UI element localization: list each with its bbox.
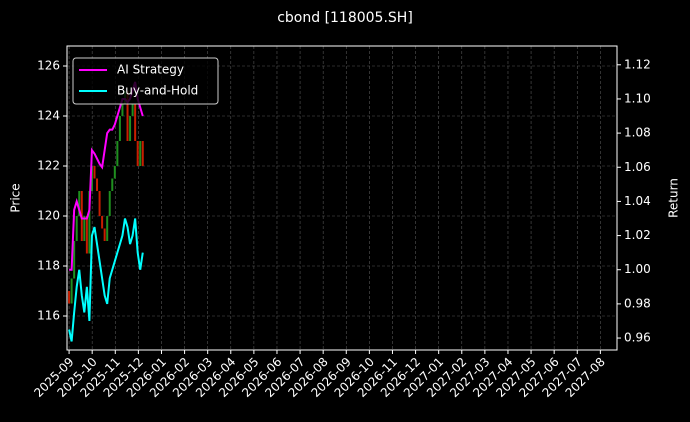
legend-box xyxy=(72,57,219,105)
y2-tick-label: 1.04 xyxy=(624,194,651,208)
y2-tick-label: 1.06 xyxy=(624,160,651,174)
y-axis-label: Price xyxy=(9,183,23,212)
y2-axis-label: Return xyxy=(667,178,681,218)
legend: AI Strategy Buy-and-Hold xyxy=(72,57,219,105)
y2-tick-label: 0.98 xyxy=(624,296,651,310)
series-line xyxy=(68,218,144,342)
y-tick-label: 118 xyxy=(37,259,60,273)
y-tick-label: 126 xyxy=(37,59,60,73)
chart-title: cbond [118005.SH] xyxy=(277,10,413,26)
legend-label: AI Strategy xyxy=(117,63,184,77)
legend-label: Buy-and-Hold xyxy=(117,84,198,98)
y2-tick-label: 1.12 xyxy=(624,57,651,71)
y2-tick-label: 1.00 xyxy=(624,262,651,276)
y2-tick-label: 1.10 xyxy=(624,91,651,105)
y2-tick-label: 1.08 xyxy=(624,126,651,140)
y-tick-label: 124 xyxy=(37,109,60,123)
y-tick-label: 116 xyxy=(37,309,60,323)
y-tick-label: 120 xyxy=(37,209,60,223)
y2-tick-label: 1.02 xyxy=(624,228,651,242)
y-tick-label: 122 xyxy=(37,159,60,173)
plot-frame xyxy=(66,45,618,351)
y2-tick-label: 0.96 xyxy=(624,331,651,345)
